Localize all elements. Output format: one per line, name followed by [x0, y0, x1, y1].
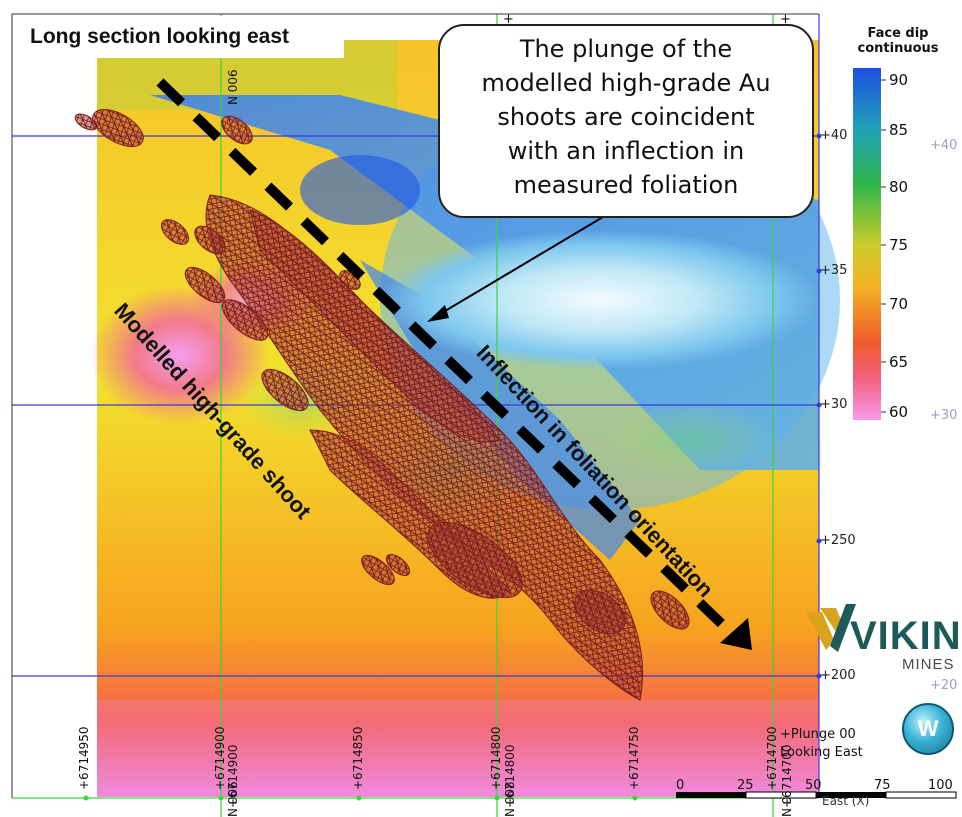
scale-label: 100	[928, 778, 953, 793]
section-title: Long section looking east	[14, 16, 344, 58]
plunge-callout: The plunge of the modelled high-grade Au…	[438, 24, 814, 218]
elevation-label: +250	[820, 533, 856, 548]
elevation-label-far: +40	[930, 138, 958, 153]
east-axis-label: East (X)	[822, 794, 870, 808]
scale-label: 50	[805, 778, 822, 793]
view-info: +Plunge 00 Looking East	[780, 726, 863, 762]
elevation-label-far: +30	[930, 408, 958, 423]
northing-label: +6714700	[765, 726, 779, 791]
legend-tick-label: 60	[889, 403, 909, 421]
inflection-arrow	[156, 78, 752, 650]
viking-logo-text: VIKING	[850, 614, 962, 658]
scale-label: 75	[874, 778, 891, 793]
callout-line: The plunge of the	[519, 35, 733, 63]
elevation-label-far: +20	[930, 678, 958, 693]
northing-label: +6714950	[77, 726, 91, 791]
high-grade-shoots	[74, 108, 690, 701]
grid-top-marker: +	[503, 12, 514, 27]
elevation-label: +30	[820, 397, 848, 412]
legend-tick-label: 75	[889, 236, 909, 254]
legend-title-line: continuous	[857, 41, 939, 56]
legend-tick-label: 65	[889, 353, 909, 371]
scale-label: 0	[676, 778, 685, 793]
legend-tick-label: 90	[889, 71, 909, 89]
legend-tick-label: 85	[889, 121, 909, 139]
northing-label: +6714800	[489, 726, 503, 791]
callout-line: shoots are coincident	[497, 103, 755, 131]
northing-label: +6714900	[213, 726, 227, 791]
northing-tag: N 0	[780, 796, 794, 817]
legend-title: Face dip continuous	[836, 26, 960, 56]
grid-top-marker: +	[780, 12, 791, 27]
northing-tag: N 008	[503, 781, 517, 817]
legend-tick-label: 70	[889, 295, 909, 313]
compass-icon: W	[902, 703, 954, 755]
scale-label: 25	[737, 778, 754, 793]
northing-label: +6714750	[627, 726, 641, 791]
callout-line: modelled high-grade Au	[481, 69, 771, 97]
legend-ticks	[881, 79, 886, 413]
callout-line: measured foliation	[513, 171, 739, 199]
legend-colorbar	[853, 68, 881, 420]
northing-label: +6714850	[351, 726, 365, 791]
viking-logo-mark	[806, 604, 856, 652]
plunge-text: +Plunge 00	[780, 727, 856, 742]
northing-tag: N 006	[226, 781, 240, 817]
elevation-label: +35	[820, 263, 848, 278]
callout-line: with an inflection in	[507, 137, 745, 165]
northing-tag-top: N 006	[226, 69, 240, 105]
elevation-label: +40	[820, 128, 848, 143]
elevation-label: +200	[820, 668, 856, 683]
looking-text: Looking East	[780, 745, 863, 760]
callout-pointer	[427, 213, 609, 322]
legend-tick-label: 80	[889, 178, 909, 196]
viking-logo-subtext: MINES	[902, 656, 955, 673]
scale-bar	[676, 791, 957, 799]
legend-title-line: Face dip	[867, 26, 929, 41]
